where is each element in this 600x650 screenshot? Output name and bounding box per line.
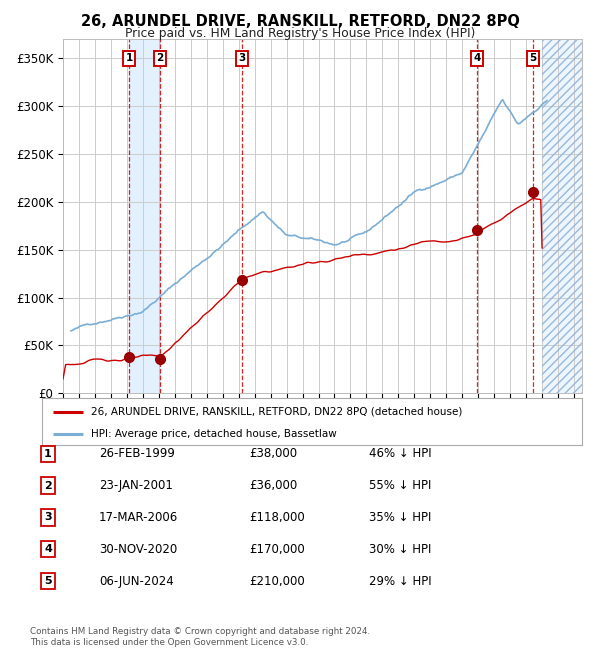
Text: 1: 1 xyxy=(125,53,133,64)
Bar xyxy=(542,39,582,393)
Text: 4: 4 xyxy=(473,53,481,64)
Text: 30-NOV-2020: 30-NOV-2020 xyxy=(99,543,177,556)
Text: 06-JUN-2024: 06-JUN-2024 xyxy=(99,575,174,588)
Text: 3: 3 xyxy=(44,512,52,523)
Text: 30% ↓ HPI: 30% ↓ HPI xyxy=(369,543,431,556)
Text: 3: 3 xyxy=(238,53,245,64)
Text: £118,000: £118,000 xyxy=(249,511,305,524)
Text: £170,000: £170,000 xyxy=(249,543,305,556)
Bar xyxy=(542,39,582,393)
Text: 2: 2 xyxy=(44,480,52,491)
Text: 26, ARUNDEL DRIVE, RANSKILL, RETFORD, DN22 8PQ (detached house): 26, ARUNDEL DRIVE, RANSKILL, RETFORD, DN… xyxy=(91,406,462,417)
Text: £210,000: £210,000 xyxy=(249,575,305,588)
Text: £38,000: £38,000 xyxy=(249,447,297,460)
Text: Price paid vs. HM Land Registry's House Price Index (HPI): Price paid vs. HM Land Registry's House … xyxy=(125,27,475,40)
Text: 17-MAR-2006: 17-MAR-2006 xyxy=(99,511,178,524)
Text: HPI: Average price, detached house, Bassetlaw: HPI: Average price, detached house, Bass… xyxy=(91,428,337,439)
Text: £36,000: £36,000 xyxy=(249,479,297,492)
Text: 26-FEB-1999: 26-FEB-1999 xyxy=(99,447,175,460)
Text: 29% ↓ HPI: 29% ↓ HPI xyxy=(369,575,431,588)
Text: 55% ↓ HPI: 55% ↓ HPI xyxy=(369,479,431,492)
Text: 1: 1 xyxy=(44,448,52,459)
Text: 23-JAN-2001: 23-JAN-2001 xyxy=(99,479,173,492)
Text: 4: 4 xyxy=(44,544,52,554)
Text: 26, ARUNDEL DRIVE, RANSKILL, RETFORD, DN22 8PQ: 26, ARUNDEL DRIVE, RANSKILL, RETFORD, DN… xyxy=(80,14,520,29)
Text: 5: 5 xyxy=(529,53,536,64)
Text: Contains HM Land Registry data © Crown copyright and database right 2024.
This d: Contains HM Land Registry data © Crown c… xyxy=(30,627,370,647)
Text: 46% ↓ HPI: 46% ↓ HPI xyxy=(369,447,431,460)
Text: 5: 5 xyxy=(44,576,52,586)
Text: 2: 2 xyxy=(156,53,163,64)
Text: 35% ↓ HPI: 35% ↓ HPI xyxy=(369,511,431,524)
Bar xyxy=(129,39,160,393)
